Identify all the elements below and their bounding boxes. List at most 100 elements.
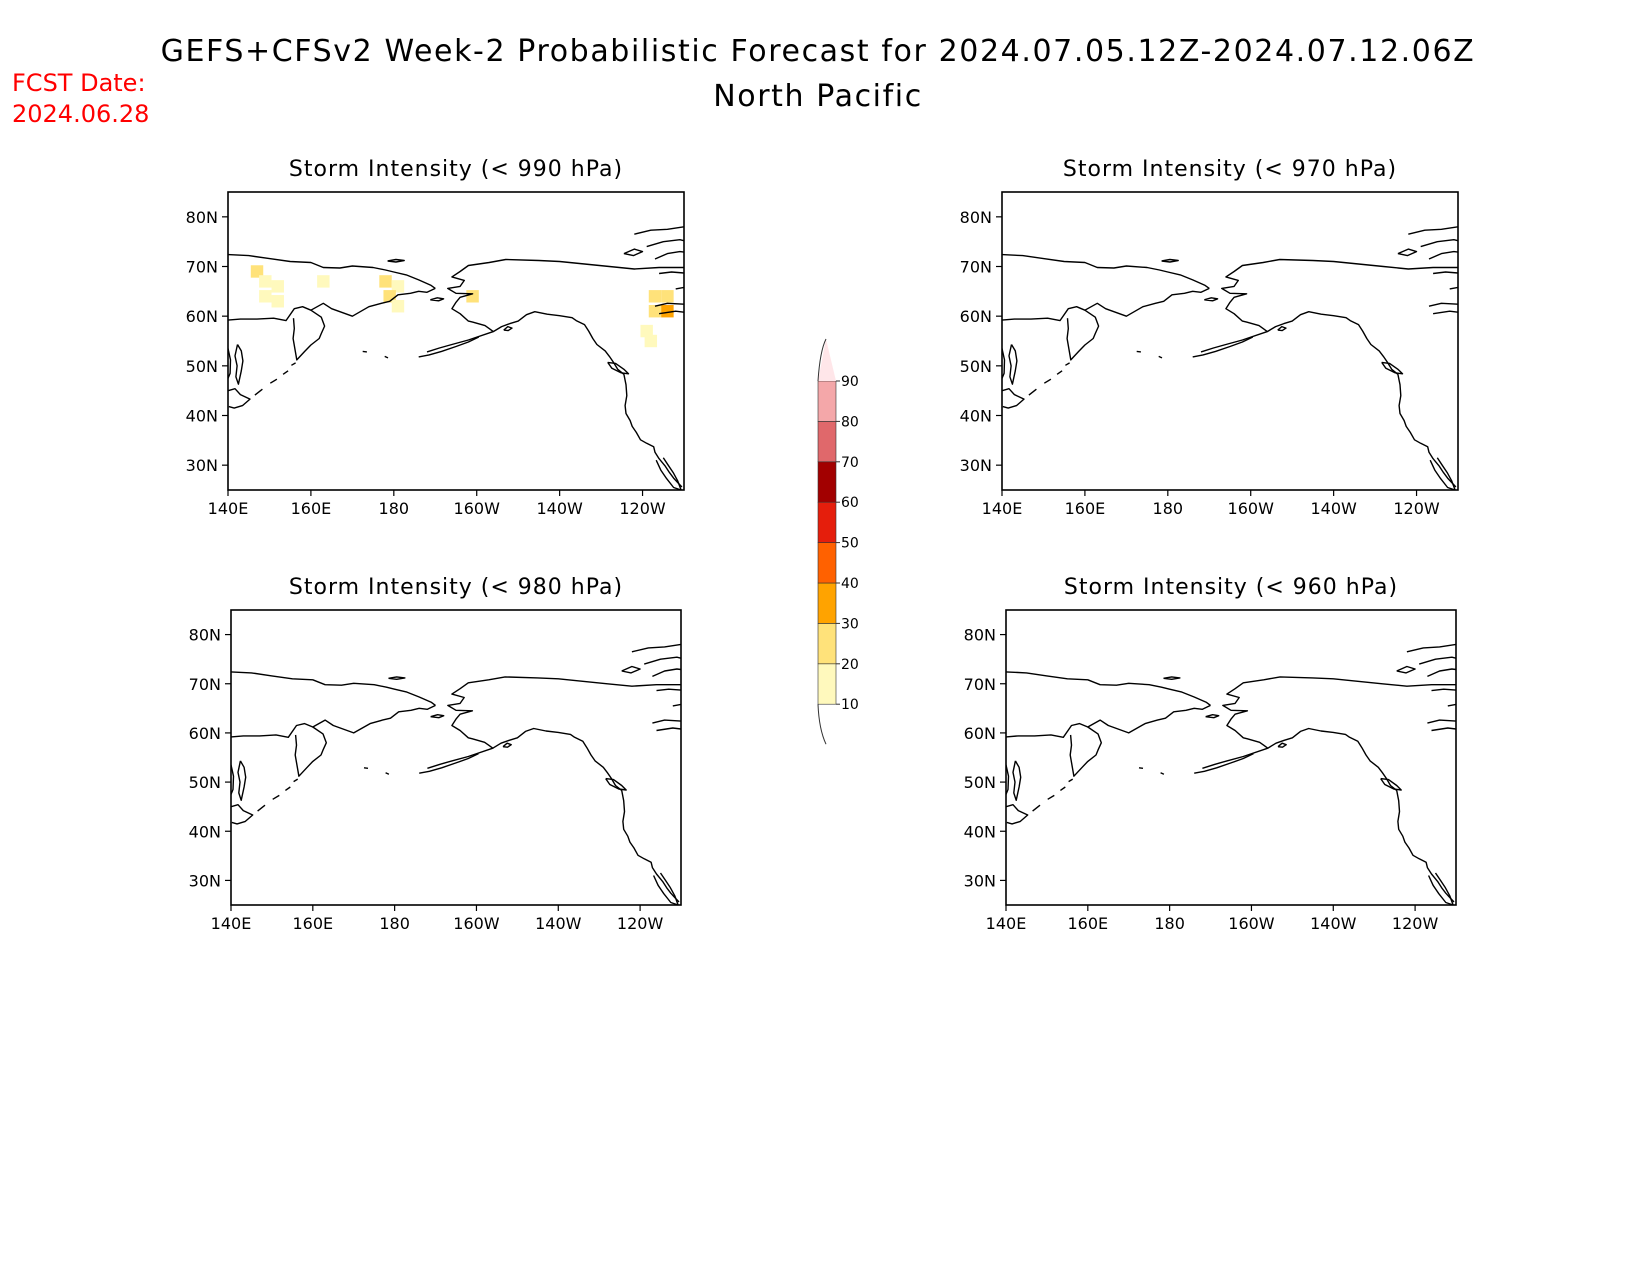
coastline [1138, 767, 1144, 769]
coastline [1427, 872, 1454, 905]
coastline [1397, 248, 1418, 257]
coastline [426, 258, 684, 353]
coastline [1447, 703, 1456, 707]
lat-tick-label: 50N [189, 773, 221, 792]
colorbar-bin [817, 501, 837, 543]
probability-colorbar: 90 80 70 60 50 40 30 20 10 [817, 338, 859, 745]
probability-cell [661, 304, 674, 318]
coastline [1136, 350, 1141, 353]
coastline [1158, 355, 1163, 359]
coastline [646, 239, 684, 248]
coastline [1069, 726, 1102, 777]
probability-cell [379, 275, 392, 288]
colorbar-label: 90 [841, 374, 859, 390]
colorbar-label: 70 [841, 455, 859, 471]
lon-tick-label: 140E [211, 914, 252, 933]
coastline [430, 297, 445, 302]
lat-tick-label: 80N [189, 626, 221, 645]
probability-cell [391, 300, 405, 313]
coastline [1406, 643, 1456, 653]
colorbar-label: 30 [841, 616, 859, 632]
coastline [1002, 348, 1006, 379]
map-panel-970: Storm Intensity (< 970 hPa) 140E 160E 180 16… [960, 157, 1459, 518]
coastline [607, 361, 630, 375]
lat-tick-label: 40N [964, 822, 996, 841]
coastline [1428, 302, 1458, 307]
coastline [1431, 688, 1456, 692]
coastline [1449, 286, 1458, 290]
probability-cell [259, 275, 272, 288]
coastline [1433, 271, 1458, 275]
coastline [1160, 772, 1165, 775]
coastline [363, 767, 369, 769]
coastline [1006, 764, 1010, 795]
lat-tick-label: 80N [960, 208, 992, 227]
map-frame [230, 609, 682, 906]
lat-tick-label: 60N [186, 307, 218, 326]
coastline [291, 362, 296, 366]
coastline [1006, 704, 1211, 738]
map-frame [1005, 609, 1457, 906]
coastline [228, 348, 232, 379]
lat-tick-label: 80N [186, 208, 218, 227]
colorbar-bin [817, 421, 837, 463]
coastline [652, 872, 679, 905]
coastline [384, 355, 389, 359]
coastline [293, 778, 299, 783]
coastline [502, 742, 512, 748]
probability-cell [259, 290, 272, 303]
lon-tick-label: 180 [1154, 914, 1185, 933]
coastline [231, 704, 436, 738]
lon-tick-label: 140W [1310, 914, 1357, 933]
coastline [418, 336, 480, 358]
lon-tick-label: 140E [986, 914, 1027, 933]
colorbar-bin [817, 380, 837, 422]
probability-cell [661, 290, 674, 303]
panel-title: Storm Intensity (< 970 hPa) [1063, 157, 1397, 182]
coastline [228, 287, 436, 322]
coastline [1032, 804, 1041, 812]
probability-cell [640, 324, 653, 338]
coastline [659, 271, 684, 275]
coastline [1381, 361, 1404, 375]
coastline [1002, 253, 1210, 289]
coastline [282, 370, 289, 375]
lat-tick-label: 60N [960, 307, 992, 326]
coastline [643, 656, 681, 665]
coastline [1267, 727, 1455, 903]
colorbar-bin [817, 623, 837, 665]
lat-tick-label: 30N [964, 871, 996, 890]
probability-cell [648, 304, 662, 318]
colorbar-bin [817, 582, 837, 624]
colorbar-bin [817, 542, 837, 584]
coastline [1277, 742, 1287, 748]
coastline [1008, 344, 1018, 385]
lat-tick-label: 50N [964, 773, 996, 792]
lat-tick-label: 50N [186, 357, 218, 376]
figure-title: GEFS+CFSv2 Week-2 Probabilistic Forecast… [161, 34, 1476, 69]
coastline [503, 325, 513, 332]
coastline [658, 310, 684, 315]
lat-tick-label: 30N [189, 871, 221, 890]
colorbar-label: 50 [841, 536, 859, 552]
coastline [1028, 388, 1037, 396]
coastline [492, 311, 683, 488]
coastline [231, 804, 254, 825]
lat-tick-label: 60N [189, 724, 221, 743]
lon-tick-label: 180 [379, 499, 410, 518]
coastline [1163, 676, 1181, 680]
lon-tick-label: 120W [1393, 499, 1440, 518]
coastline [1060, 786, 1066, 791]
coastline [430, 714, 445, 719]
coastline [237, 760, 247, 801]
coastline [362, 350, 367, 353]
lon-tick-label: 160W [1228, 499, 1275, 518]
coastline [1380, 777, 1402, 791]
lat-tick-label: 30N [186, 456, 218, 475]
coastline [257, 804, 266, 812]
colorbar-label: 10 [841, 697, 859, 713]
coastline [1429, 457, 1456, 490]
coastline [1432, 310, 1458, 315]
lon-tick-label: 120W [1392, 914, 1439, 933]
colorbar-top-cap [818, 339, 836, 381]
